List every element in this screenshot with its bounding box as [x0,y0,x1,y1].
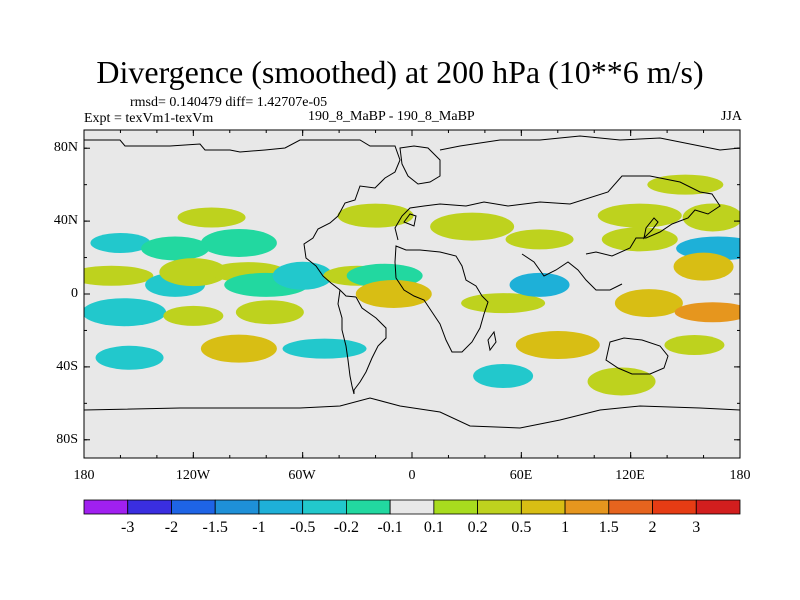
colorbar [83,499,741,515]
contour-region [509,272,570,297]
colorbar-swatch [127,499,172,515]
contour-region [682,203,740,232]
lat-tick-80n: 80N [53,140,78,155]
colorbar-label: 1.5 [598,519,619,536]
colorbar-label: -2 [164,519,179,536]
coastline-arctic [439,135,740,151]
colorbar-swatch [520,499,566,515]
contour-region [159,258,228,287]
contour-region [84,298,167,327]
colorbar-swatch [608,499,653,515]
coastline-uk [403,213,417,227]
coastline-north-america [84,139,401,298]
contour-region [163,305,224,326]
lon-tick-180e: 180 [729,468,751,483]
lon-tick-120w: 120W [175,468,211,483]
lat-tick-80s: 80S [56,432,78,447]
colorbar-label: 0.1 [423,519,444,536]
stats-label: rmsd= 0.140479 diff= 1.42707e-05 [130,95,328,110]
lon-tick-60e: 60E [509,468,533,483]
lat-tick-40n: 40N [53,213,78,228]
contour-region [200,334,277,363]
contour-fields [84,174,740,396]
contour-region [355,280,432,308]
lat-tick-40s: 40S [56,359,78,374]
colorbar-label: -0.5 [289,519,316,536]
colorbar-label: -0.1 [377,519,403,536]
colorbar-label: 0.2 [467,519,488,536]
lon-tick-60w: 60W [288,468,316,483]
coastline-india [521,253,623,291]
lat-tick-0: 0 [71,286,78,301]
colorbar-label: -3 [121,519,135,536]
axis-ticks [83,130,741,458]
contour-region [95,345,164,370]
colorbar-swatch [214,499,260,515]
lon-tick-180w: 180 [73,468,95,483]
season-label: JJA [720,109,742,124]
lon-tick-0: 0 [408,468,416,483]
colorbar-label: 1 [561,519,570,536]
contour-region [505,229,574,250]
coastline-japan [643,217,659,240]
contour-region [235,300,304,325]
contour-region [587,367,656,396]
colorbar-swatch [695,499,741,515]
colorbar-swatch [477,499,522,515]
colorbar-label: -1.5 [202,519,228,536]
contour-region [177,207,246,228]
experiment-label: Expt = texVm1-texVm [84,111,214,126]
colorbar-label: 0.5 [511,519,532,536]
contour-region [674,302,740,323]
lon-tick-120e: 120E [615,468,645,483]
coastline-south-america [353,296,387,394]
contour-region [473,364,534,388]
colorbar-swatch [652,499,697,515]
contour-region [601,227,678,252]
contour-region [614,289,683,318]
colorbar-swatch [433,499,479,515]
contour-region [141,236,210,261]
contour-region [597,203,682,228]
contour-region [282,338,367,359]
colorbar-label: -0.2 [333,519,360,536]
contour-region [430,212,515,241]
colorbar-label: 2 [648,519,657,536]
experiment-name: 190_8_MaBP - 190_8_MaBP [308,109,475,124]
coastline-greenland [399,145,441,185]
contour-region [664,335,725,356]
colorbar-swatch [171,499,216,515]
coastline-south-america-west [337,289,355,395]
colorbar-label: 3 [692,519,701,536]
coastlines [84,135,740,429]
contour-region [461,293,546,314]
colorbar-swatch [389,499,435,515]
coastline-africa [394,245,489,353]
plot-title: Divergence (smoothed) at 200 hPa (10**6 … [96,54,704,90]
contour-region [515,331,600,360]
contour-region [673,252,734,281]
contour-region [90,232,151,253]
contour-region [84,265,154,286]
colorbar-swatch [564,499,610,515]
coastline-antarctica [84,397,740,429]
coastline-australia [605,337,669,375]
contour-region [200,228,277,257]
coastline-madagascar [487,330,497,352]
coastline-eurasia [394,175,721,257]
colorbar-swatch [83,499,129,515]
colorbar-swatch [258,499,304,515]
colorbar-swatch [345,499,391,515]
colorbar-label: -1 [252,519,266,536]
colorbar-swatch [302,499,347,515]
contour-region [337,203,414,228]
